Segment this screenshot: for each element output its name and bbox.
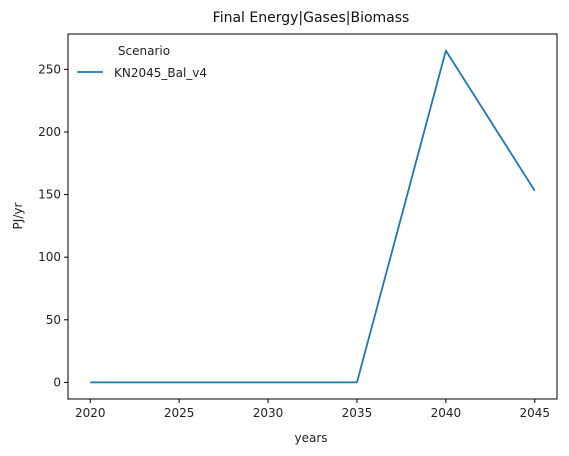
y-tick-label: 250 bbox=[38, 62, 61, 76]
x-tick-label: 2025 bbox=[164, 406, 195, 420]
x-axis: 2020 2025 2030 2035 2040 2045 bbox=[75, 399, 550, 420]
series-group bbox=[90, 49, 536, 384]
y-tick-label: 200 bbox=[38, 125, 61, 139]
y-tick-label: 150 bbox=[38, 188, 61, 202]
x-tick-label: 2040 bbox=[431, 406, 462, 420]
legend[interactable]: Scenario KN2045_Bal_v4 bbox=[77, 44, 207, 80]
y-tick-label: 0 bbox=[53, 375, 61, 389]
series-line bbox=[90, 49, 536, 384]
x-axis-label: years bbox=[294, 431, 327, 445]
x-tick-label: 2030 bbox=[253, 406, 284, 420]
y-tick-label: 50 bbox=[46, 313, 61, 327]
legend-label: KN2045_Bal_v4 bbox=[114, 66, 207, 80]
x-tick-label: 2035 bbox=[342, 406, 373, 420]
legend-title: Scenario bbox=[118, 44, 170, 58]
x-tick-label: 2020 bbox=[75, 406, 106, 420]
chart-title: Final Energy|Gases|Biomass bbox=[213, 10, 410, 26]
y-axis-label: PJ/yr bbox=[11, 203, 25, 230]
x-tick-label: 2045 bbox=[519, 406, 550, 420]
plot-area bbox=[67, 33, 558, 400]
y-axis: 0 50 100 150 200 250 bbox=[38, 62, 68, 389]
y-tick-label: 100 bbox=[38, 250, 61, 264]
